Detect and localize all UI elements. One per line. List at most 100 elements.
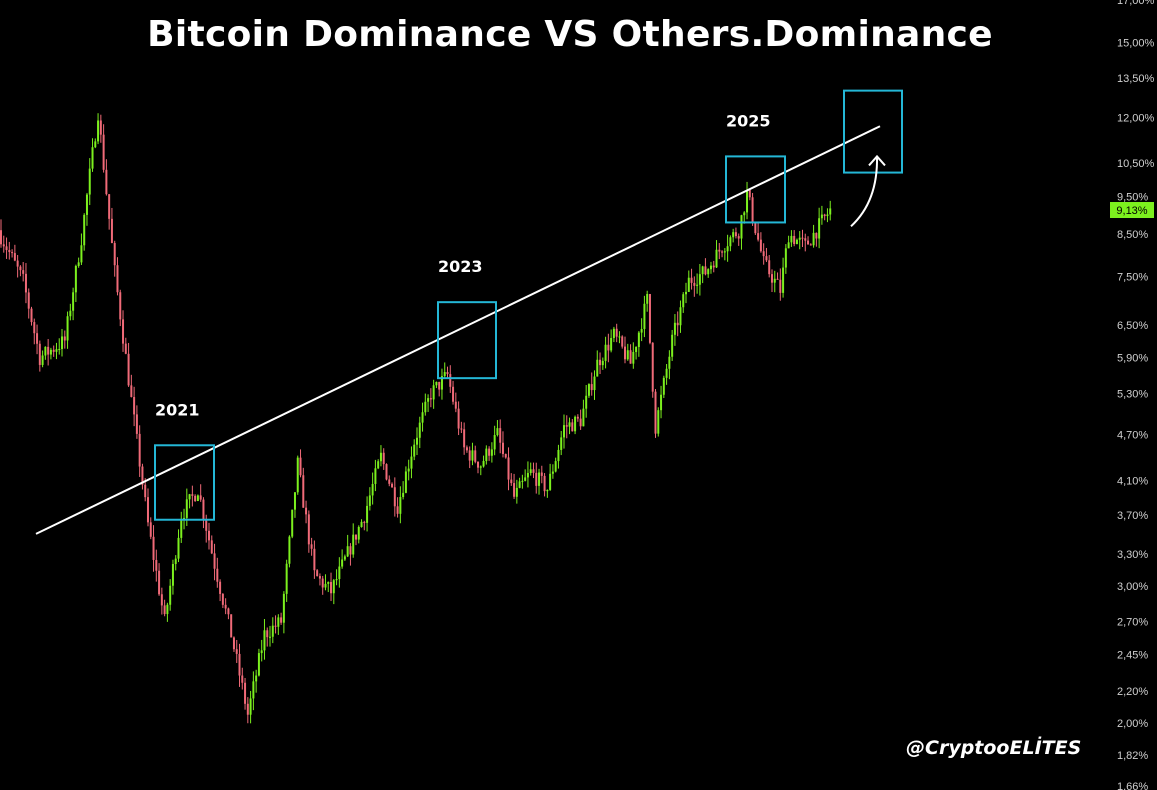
candle [571,418,574,432]
y-tick-label: 7,50% [1117,271,1148,283]
candle [219,579,222,602]
candle [216,557,219,588]
candle [637,331,640,357]
candle [432,379,435,409]
candle [576,414,579,422]
candle [818,207,821,249]
arrow-head-icon [868,154,886,167]
candle [305,500,308,524]
candle [382,448,385,470]
candle [510,473,513,486]
candle [66,311,69,349]
candle [463,422,466,455]
candle [238,643,241,687]
candle [787,235,790,249]
candle [177,529,180,563]
candle [599,352,602,374]
candle [274,615,277,634]
candle [776,272,779,280]
candle [199,484,202,502]
candle [718,243,721,260]
y-tick-label: 5,90% [1117,353,1148,365]
candle [504,453,507,459]
y-tick-label: 2,45% [1117,649,1148,661]
watermark: @CryptooELİTES [906,737,1082,759]
candle [696,273,699,294]
y-tick-label: 2,20% [1117,686,1148,698]
candle [665,363,668,385]
candle [413,439,416,461]
y-tick-label: 15,00% [1117,37,1155,49]
candle [13,244,16,262]
y-tick-label: 4,10% [1117,475,1148,487]
candle [288,535,291,568]
candle [768,255,771,278]
candle [99,114,102,143]
candle [782,257,785,298]
candle [729,235,732,252]
candle [94,138,97,149]
y-tick-label: 3,00% [1117,581,1148,593]
y-tick-label: 1,82% [1117,750,1148,762]
candle [807,236,810,245]
candle [27,288,30,319]
candle [338,557,341,588]
candle [102,124,105,173]
candle [366,496,369,532]
candle [313,540,316,579]
candle [779,268,782,301]
candle [477,461,480,474]
candle [418,416,421,449]
candle [191,485,194,507]
candle [360,519,363,528]
candle [410,446,413,479]
y-tick-label: 3,70% [1117,510,1148,522]
candle [202,497,205,529]
candle [773,270,776,293]
candle [282,591,285,634]
candle [58,338,61,355]
candle [671,329,674,361]
candle [707,268,710,278]
candle [668,350,671,380]
candle [61,328,64,357]
candle [651,342,654,398]
candle [349,543,352,566]
candle [363,520,366,531]
candle [759,232,762,253]
candle [119,289,122,327]
candle [454,392,457,413]
candle [343,554,346,562]
candle [770,269,773,293]
candle [590,372,593,396]
candle [33,318,36,345]
candle [227,607,230,620]
candle [424,393,427,416]
y-tick-label: 2,00% [1117,718,1148,730]
candle [610,329,613,353]
candle [679,300,682,333]
candle [221,593,224,609]
candle [19,265,22,277]
candle [391,482,394,488]
candle [709,261,712,274]
candle [310,537,313,556]
annotation-box [154,444,215,521]
candle [654,389,657,438]
candle [635,346,638,360]
candle [196,494,199,502]
candle [746,181,749,220]
candle [299,449,302,478]
candle [330,572,333,602]
candle [723,248,726,261]
candle [210,535,213,555]
candle [374,459,377,492]
candle [116,257,119,296]
candle [269,625,272,647]
annotation-box [725,155,786,224]
candle [513,473,516,499]
candle [194,494,197,502]
candle [352,523,355,558]
